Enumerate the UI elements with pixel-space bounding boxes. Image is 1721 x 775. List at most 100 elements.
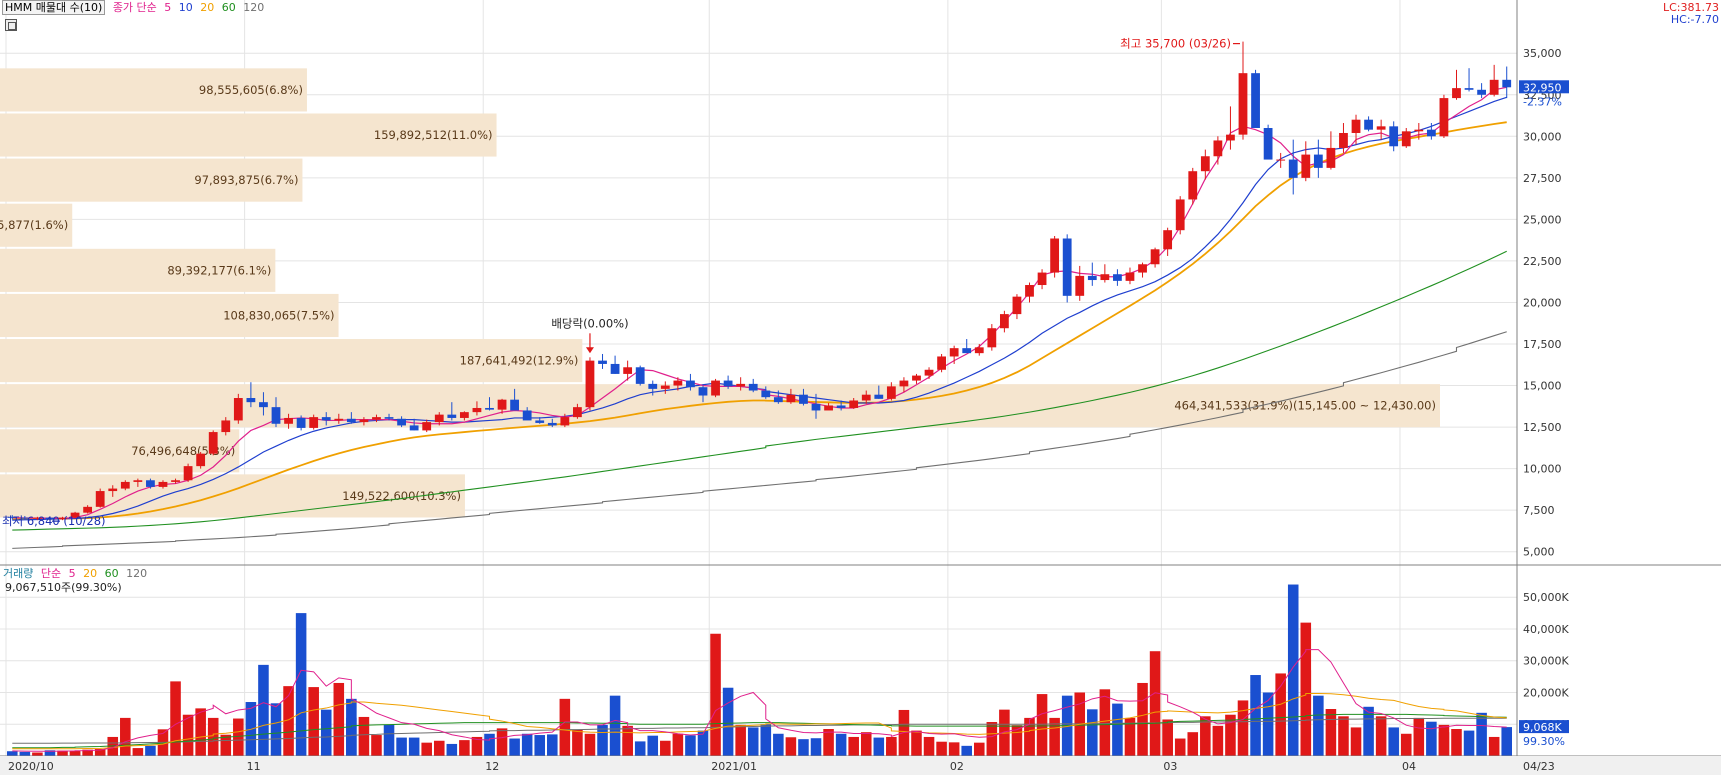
time-axis-band: [0, 756, 1721, 775]
volume-bar: [1237, 700, 1249, 756]
current-volume-tag: [1519, 720, 1569, 734]
price-tick-label: 10,000: [1523, 463, 1562, 476]
candle-body: [409, 425, 419, 431]
x-tick-label: 2020/10: [8, 760, 54, 773]
candle-body: [836, 405, 846, 408]
volume-bar: [1426, 721, 1437, 756]
candle-body: [698, 387, 708, 396]
volume-profile-bar: [0, 293, 339, 338]
x-tick-label: 12: [485, 760, 499, 773]
volume-bar: [396, 737, 407, 756]
x-tick-label: 04: [1402, 760, 1416, 773]
volume-bar: [283, 686, 294, 756]
volume-bar: [1451, 729, 1462, 756]
volume-current: 9,067,510주(99.30%): [5, 581, 122, 594]
volume-bar: [911, 730, 922, 756]
candle-body: [146, 480, 155, 487]
candle-body: [7, 516, 17, 518]
candle-body: [962, 348, 972, 354]
candle-body: [108, 488, 118, 492]
volume-profile-label: 98,555,605(6.8%): [199, 83, 303, 97]
volume-bar: [132, 748, 144, 756]
candle-body: [334, 418, 344, 421]
volume-bar: [622, 736, 633, 756]
volume-profile-label: 159,892,512(11.0%): [374, 128, 493, 142]
candle-body: [1150, 249, 1160, 265]
candle-body: [1401, 131, 1411, 147]
candle-body: [259, 402, 268, 408]
volume-bar: [220, 734, 232, 756]
candle-body: [447, 414, 457, 418]
volume-bar: [170, 681, 181, 756]
volume-bar: [1174, 738, 1186, 756]
window-title[interactable]: HMM 매물대 수(10): [2, 0, 106, 15]
candle-body: [773, 397, 783, 403]
candle-body: [171, 480, 180, 482]
volume-bar: [1300, 670, 1312, 756]
table-icon[interactable]: [5, 19, 17, 31]
volume-bar: [295, 613, 307, 756]
volume-ma-label: 단순: [40, 567, 62, 580]
candle-body: [585, 360, 595, 408]
candle-body: [58, 517, 67, 520]
candle-body: [748, 383, 758, 391]
volume-bar: [961, 745, 972, 756]
volume-tick-label: 50,000K: [1523, 591, 1569, 604]
candle-body: [296, 417, 306, 428]
volume-bar: [1488, 736, 1500, 756]
ma120-label: 120: [243, 1, 265, 14]
volume-bar: [1313, 695, 1324, 756]
volume-bar: [1225, 714, 1236, 756]
volume-bar: [647, 735, 659, 756]
candle-body: [974, 347, 984, 354]
candle-body: [786, 394, 796, 403]
volume-bar: [69, 750, 81, 756]
candle-body: [1075, 275, 1085, 296]
dividend-annotation: 배당락(0.00%): [551, 316, 628, 330]
candle-body: [510, 399, 520, 411]
volume-bar: [1212, 725, 1224, 756]
volume-bar: [19, 751, 31, 756]
candle-body: [321, 417, 331, 421]
candle-body: [1226, 134, 1235, 141]
candle-body: [472, 407, 482, 413]
candle-body: [208, 432, 218, 454]
candle-body: [233, 398, 243, 421]
candle-body: [937, 356, 946, 370]
candle-body: [1301, 154, 1311, 178]
candle-body: [686, 380, 695, 388]
high-annotation: 최고 35,700 (03/26): [1120, 37, 1231, 51]
volume-bar: [371, 735, 382, 756]
candle-body: [284, 417, 293, 424]
volume-bar: [1375, 716, 1387, 756]
volume-bar: [1363, 706, 1374, 756]
candle-body: [1464, 88, 1474, 90]
price-tick-label: 30,000: [1523, 130, 1562, 143]
lc-label: LC:381.73: [1662, 1, 1719, 14]
candle-body: [899, 380, 909, 387]
volume-bar: [860, 732, 872, 756]
candle-body: [221, 420, 231, 433]
volume-bar: [333, 682, 345, 756]
candle-body: [886, 386, 896, 399]
volume-bar: [1250, 675, 1261, 756]
candle-body: [711, 380, 720, 396]
ma60-line: [12, 250, 1507, 531]
candle-body: [949, 348, 959, 357]
volume-bar: [609, 695, 621, 756]
candle-body: [120, 481, 130, 489]
hc-label: HC:-7.70: [1670, 13, 1719, 26]
volume-profile-bar: [0, 339, 583, 383]
candle-body: [1200, 156, 1210, 172]
volume-legend: 거래량 단순 5 20 60 120: [3, 567, 151, 581]
price-tick-label: 27,500: [1523, 172, 1562, 185]
candle-body: [1288, 159, 1298, 178]
volume-bar: [1137, 682, 1148, 756]
candle-body: [874, 394, 884, 399]
candle-body: [761, 390, 771, 398]
candle-body: [1087, 275, 1097, 281]
vma5-line: [12, 649, 1507, 752]
price-ma-label: 종가 단순: [112, 1, 157, 14]
volume-profile-bar: [0, 158, 303, 202]
